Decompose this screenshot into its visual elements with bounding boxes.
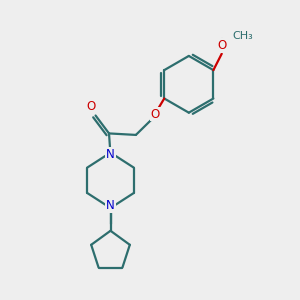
Text: O: O	[217, 39, 226, 52]
Text: CH₃: CH₃	[232, 31, 253, 41]
Text: O: O	[86, 100, 96, 113]
Text: N: N	[106, 199, 115, 212]
Text: O: O	[151, 107, 160, 121]
Text: N: N	[106, 148, 115, 161]
